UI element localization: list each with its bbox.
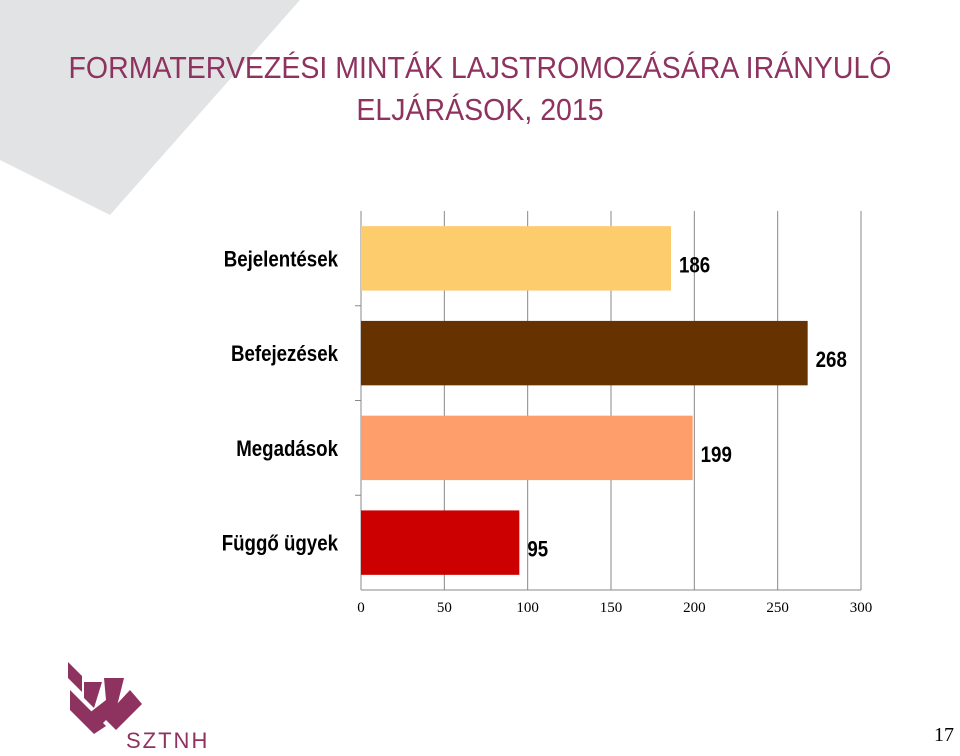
- category-label: Bejelentések: [224, 248, 339, 272]
- x-tick-label: 50: [437, 600, 452, 616]
- data-label: 199: [701, 444, 732, 468]
- category-label: Függő ügyek: [222, 532, 339, 556]
- bar: [361, 510, 520, 575]
- page-number: 17: [934, 724, 954, 746]
- logo-text: SZTNH: [126, 728, 209, 752]
- slide-title-line-2: ELJÁRÁSOK, 2015: [356, 92, 604, 127]
- background-decoration: [0, 0, 300, 215]
- data-label: 268: [816, 349, 847, 373]
- x-tick-label: 150: [600, 600, 623, 616]
- category-label: Befejezések: [231, 343, 339, 367]
- bar: [361, 415, 693, 481]
- x-tick-label: 300: [850, 600, 873, 616]
- bar: [361, 320, 808, 386]
- slide-title-line-1: FORMATERVEZÉSI MINTÁK LAJSTROMOZÁSÁRA IR…: [68, 50, 892, 85]
- x-tick-label: 0: [357, 600, 365, 616]
- bar: [361, 226, 671, 291]
- x-tick-label: 200: [683, 600, 706, 616]
- x-tick-label: 250: [766, 600, 789, 616]
- data-label: 186: [679, 254, 710, 278]
- x-tick-label: 100: [516, 600, 539, 616]
- category-label: Megadások: [236, 438, 338, 462]
- data-label: 95: [527, 538, 548, 562]
- sztnh-logo: SZTNH: [68, 662, 209, 752]
- logo-mark-icon: [68, 662, 142, 734]
- bar-chart: 0 50 100 150 200 250 300 Bejelentések 186 Befejez…: [222, 211, 873, 616]
